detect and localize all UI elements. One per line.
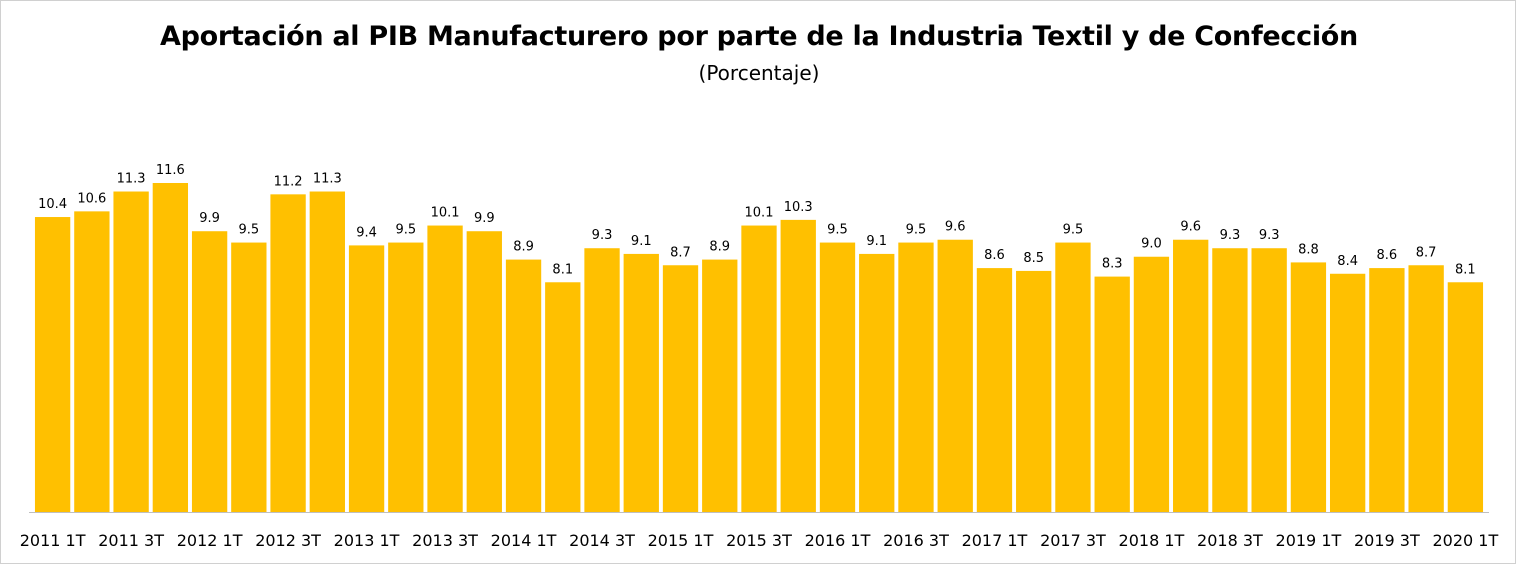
bar-2015-4t xyxy=(780,219,816,512)
data-label: 8.1 xyxy=(552,262,573,277)
data-label: 9.5 xyxy=(906,223,927,238)
data-label: 9.6 xyxy=(1180,220,1201,235)
bar-2018-2t xyxy=(1173,239,1209,512)
data-label: 9.3 xyxy=(1220,228,1241,243)
bar-2014-1t xyxy=(505,259,542,512)
x-tick-label: 2013 1T xyxy=(334,531,400,550)
data-label: 9.4 xyxy=(356,225,377,240)
data-label: 11.3 xyxy=(117,172,146,187)
data-label: 10.6 xyxy=(77,191,106,206)
data-label: 9.9 xyxy=(199,211,220,226)
data-label: 8.6 xyxy=(1377,248,1398,263)
bar-2013-4t xyxy=(466,231,502,512)
data-label: 8.6 xyxy=(984,248,1005,263)
bar-2017-1t xyxy=(976,268,1013,512)
x-tick-label: 2016 1T xyxy=(805,531,871,550)
data-label: 11.2 xyxy=(274,174,303,189)
data-label: 9.3 xyxy=(592,228,613,243)
bar-2018-1t xyxy=(1133,256,1170,512)
x-tick-label: 2014 1T xyxy=(491,531,557,550)
data-label: 8.1 xyxy=(1455,262,1476,277)
bar-2013-2t xyxy=(388,242,424,512)
bar-2015-1t xyxy=(662,265,699,512)
bar-2019-4t xyxy=(1408,265,1444,512)
data-label: 10.4 xyxy=(38,197,67,212)
data-label: 8.3 xyxy=(1102,257,1123,272)
bar-2019-3t xyxy=(1369,268,1405,512)
bar-2012-3t xyxy=(270,194,306,512)
bar-2011-3t xyxy=(113,191,149,512)
x-tick-label: 2020 1T xyxy=(1432,531,1498,550)
bar-2014-3t xyxy=(584,248,620,513)
x-tick-label: 2016 3T xyxy=(883,531,949,550)
data-label: 8.4 xyxy=(1337,254,1358,269)
x-tick-label: 2019 1T xyxy=(1276,531,1342,550)
bar-2015-3t xyxy=(741,225,777,513)
data-label: 9.1 xyxy=(631,234,652,249)
x-tick-label: 2018 1T xyxy=(1119,531,1185,550)
data-label: 9.5 xyxy=(827,223,848,238)
data-label: 9.5 xyxy=(1063,223,1084,238)
x-tick-label: 2014 3T xyxy=(569,531,635,550)
x-tick-label: 2015 1T xyxy=(648,531,714,550)
data-label: 10.3 xyxy=(784,200,813,215)
bar-2015-2t xyxy=(702,259,738,512)
x-tick-label: 2015 3T xyxy=(726,531,792,550)
data-label: 11.3 xyxy=(313,172,342,187)
data-label: 8.8 xyxy=(1298,242,1319,257)
data-label: 9.5 xyxy=(395,223,416,238)
bar-2013-1t xyxy=(348,245,385,512)
chart-title: Aportación al PIB Manufacturero por part… xyxy=(160,21,1358,52)
chart-subtitle: (Porcentaje) xyxy=(698,61,820,85)
x-tick-label: 2017 3T xyxy=(1040,531,1106,550)
data-label: 10.1 xyxy=(431,206,460,221)
data-label: 9.3 xyxy=(1259,228,1280,243)
data-label: 11.6 xyxy=(156,163,185,178)
x-tick-label: 2011 3T xyxy=(98,531,164,550)
bar-2017-4t xyxy=(1094,276,1130,512)
bar-2012-4t xyxy=(309,191,345,512)
data-label: 8.9 xyxy=(513,240,534,255)
bar-2016-3t xyxy=(898,242,934,512)
bar-2019-2t xyxy=(1329,273,1366,512)
bar-2016-1t xyxy=(819,242,856,512)
bar-2012-2t xyxy=(231,242,267,512)
x-tick-label: 2011 1T xyxy=(20,531,86,550)
bar-2014-4t xyxy=(623,253,659,512)
data-label: 8.7 xyxy=(670,245,691,260)
bar-2017-3t xyxy=(1055,242,1091,512)
bar-2018-3t xyxy=(1212,248,1248,513)
bar-2012-1t xyxy=(191,231,228,512)
x-tick-label: 2017 1T xyxy=(962,531,1028,550)
bar-2016-2t xyxy=(859,253,895,512)
data-label: 9.6 xyxy=(945,220,966,235)
x-tick-label: 2018 3T xyxy=(1197,531,1263,550)
data-label: 9.9 xyxy=(474,211,495,226)
bar-2011-2t xyxy=(74,211,110,513)
bar-2018-4t xyxy=(1251,248,1287,513)
data-label: 8.9 xyxy=(709,240,730,255)
data-label: 9.5 xyxy=(238,223,259,238)
x-tick-label: 2012 1T xyxy=(177,531,243,550)
bar-2016-4t xyxy=(937,239,973,512)
x-tick-label: 2012 3T xyxy=(255,531,321,550)
bar-2019-1t xyxy=(1290,262,1327,512)
bar-2020-1t xyxy=(1447,282,1484,512)
bar-2014-2t xyxy=(545,282,581,512)
bar-2013-3t xyxy=(427,225,463,513)
data-label: 8.5 xyxy=(1023,251,1044,266)
data-label: 8.7 xyxy=(1416,245,1437,260)
bar-2011-4t xyxy=(152,183,189,512)
data-label: 9.0 xyxy=(1141,237,1162,252)
data-label: 10.1 xyxy=(745,206,774,221)
bar-2011-1t xyxy=(34,217,71,512)
x-tick-label: 2019 3T xyxy=(1354,531,1420,550)
x-tick-label: 2013 3T xyxy=(412,531,478,550)
bar-2017-2t xyxy=(1016,270,1052,512)
data-label: 9.1 xyxy=(866,234,887,249)
